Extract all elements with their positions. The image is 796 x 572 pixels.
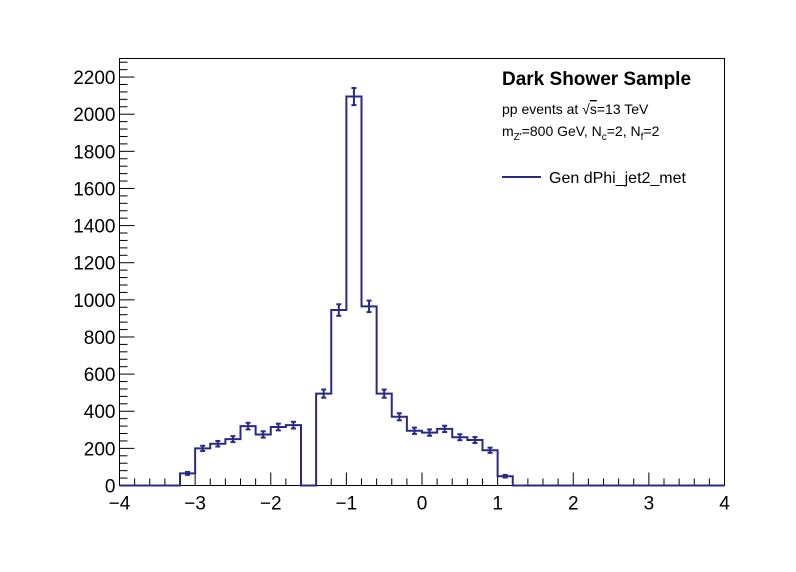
y-tick-label: 1000 [73, 291, 115, 312]
error-bar [457, 433, 463, 442]
y-tick-label: 600 [84, 365, 116, 386]
x-tick-label: −2 [260, 494, 282, 515]
y-tick-label: 1600 [73, 179, 115, 200]
error-bar [351, 87, 357, 107]
y-tick-label: 1400 [73, 217, 115, 238]
x-tick-label: 1 [492, 494, 503, 515]
error-bar [200, 444, 206, 452]
y-axis: 0 200 400 600 800 1000 1200 1400 1600 1800 2000 220… [73, 61, 135, 498]
x-tick-label: 0 [417, 494, 428, 515]
error-bar [230, 435, 236, 444]
y-tick-label: 2000 [73, 105, 115, 126]
legend-energy-line: pp events at √s=13 TeV [502, 101, 649, 117]
error-bar [472, 436, 478, 444]
error-bar [245, 421, 251, 431]
legend-header: Dark Shower Sample [502, 69, 691, 90]
error-bar [487, 446, 493, 454]
legend-params-line: mZ'=800 GeV, Nc=2, Nf=2 [502, 123, 660, 143]
x-tick-label: −4 [109, 494, 131, 515]
y-tick-label: 400 [84, 402, 116, 423]
error-bar [442, 424, 448, 434]
error-bar [396, 412, 402, 422]
error-bar [427, 428, 433, 437]
y-tick-label: 0 [105, 477, 116, 498]
error-bar [336, 303, 342, 317]
error-bar [215, 439, 221, 448]
error-bar [260, 430, 266, 439]
y-tick-label: 200 [84, 439, 116, 460]
error-bar [290, 420, 296, 430]
x-tick-label: 4 [719, 494, 730, 515]
histogram-outline [119, 95, 725, 487]
y-tick-label: 1800 [73, 142, 115, 163]
error-bar [366, 299, 372, 314]
histogram-series [119, 87, 725, 487]
x-axis: −4 −3 −2 −1 0 1 2 3 4 [109, 472, 730, 515]
error-bar [381, 388, 387, 399]
y-tick-label: 2200 [73, 68, 115, 89]
legend-entry-label: Gen dPhi_jet2_met [549, 170, 687, 187]
error-bar [321, 388, 327, 399]
x-tick-label: 2 [568, 494, 579, 515]
error-bar [275, 422, 281, 432]
x-tick-label: 3 [644, 494, 655, 515]
error-bar [185, 470, 191, 476]
y-tick-label: 1200 [73, 254, 115, 275]
legend: Dark Shower Sample pp events at √s=13 Te… [502, 69, 691, 187]
y-tick-label: 800 [84, 328, 116, 349]
error-bar [411, 426, 417, 435]
error-bar [502, 473, 508, 479]
x-tick-label: −1 [336, 494, 358, 515]
x-tick-label: −3 [184, 494, 206, 515]
